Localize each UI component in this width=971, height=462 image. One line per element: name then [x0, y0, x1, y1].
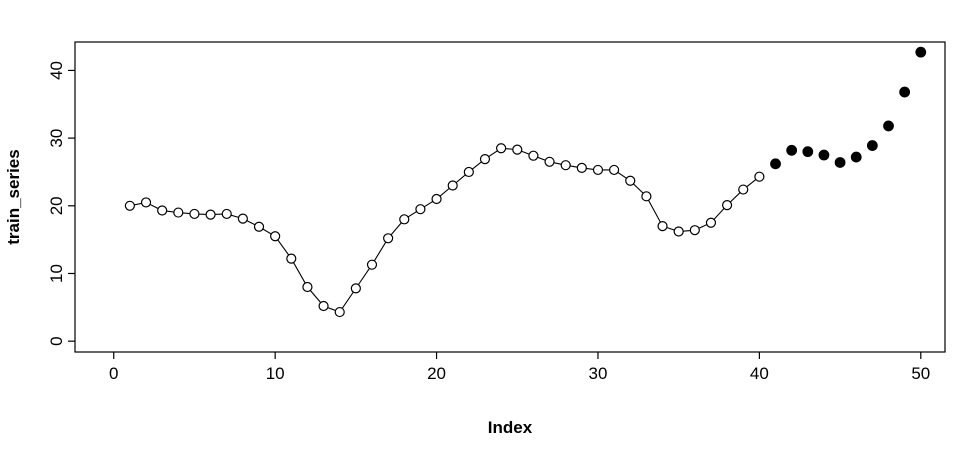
x-axis-title: Index — [487, 418, 533, 437]
train-data-point — [189, 208, 200, 220]
train-data-point — [237, 213, 248, 224]
y-tick-label: 0 — [47, 336, 66, 345]
y-axis-title: train_series — [4, 149, 23, 245]
y-tick-label: 30 — [47, 129, 66, 148]
train-data-point — [205, 209, 216, 220]
train-data-point — [721, 200, 733, 211]
train-data-point — [496, 143, 507, 154]
train-data-point — [528, 150, 539, 161]
train-data-point — [625, 175, 636, 186]
train-data-point — [544, 156, 555, 167]
forecast-data-point — [915, 46, 927, 58]
train-data-point — [641, 191, 652, 202]
train-data-point — [738, 184, 749, 195]
train-data-point — [302, 281, 313, 293]
forecast-data-point — [818, 149, 830, 161]
y-tick-label: 40 — [47, 61, 66, 80]
x-tick-label: 50 — [911, 364, 930, 383]
train-data-point — [560, 160, 571, 171]
train-data-point — [318, 300, 329, 312]
y-tick-label: 20 — [47, 196, 66, 215]
train-data-point — [609, 164, 620, 176]
train-data-point — [286, 253, 297, 264]
train-data-point — [447, 180, 458, 191]
forecast-data-point — [834, 157, 846, 168]
train-data-point — [512, 144, 523, 155]
train-data-point — [592, 164, 604, 176]
train-data-point — [270, 231, 281, 242]
train-data-point — [173, 207, 184, 218]
train-data-point — [463, 166, 474, 178]
train-data-point — [415, 204, 426, 215]
x-tick-label: 10 — [266, 364, 285, 383]
train-data-point — [383, 233, 394, 244]
train-data-point — [334, 306, 345, 318]
forecast-data-point — [866, 140, 878, 151]
x-tick-label: 20 — [427, 364, 446, 383]
train-data-point — [576, 162, 587, 173]
train-data-point — [140, 197, 152, 208]
train-data-point — [399, 214, 410, 225]
train-data-point — [673, 226, 684, 237]
forecast-data-point — [802, 146, 814, 158]
forecast-data-point — [770, 158, 781, 170]
train-data-point — [157, 205, 168, 216]
train-data-point — [754, 171, 765, 182]
train-data-point — [124, 200, 135, 211]
train-data-point — [479, 153, 491, 165]
train-data-point — [431, 193, 442, 205]
x-tick-label: 40 — [750, 364, 769, 383]
train-data-point — [366, 259, 378, 270]
train_series_observed-line — [129, 147, 760, 313]
forecast-data-point — [850, 151, 862, 163]
forecast-data-point — [786, 144, 798, 156]
y-tick-label: 10 — [47, 264, 66, 283]
train-data-point — [253, 221, 265, 232]
train-data-point — [221, 208, 232, 220]
train-data-point — [657, 221, 668, 232]
train-data-point — [689, 225, 700, 236]
forecast-data-point — [883, 120, 894, 132]
x-tick-label: 30 — [589, 364, 608, 383]
train-data-point — [705, 217, 717, 228]
plot-border — [74, 41, 946, 353]
train-data-point — [350, 283, 361, 294]
forecast-data-point — [899, 86, 911, 98]
x-tick-label: 0 — [109, 364, 118, 383]
